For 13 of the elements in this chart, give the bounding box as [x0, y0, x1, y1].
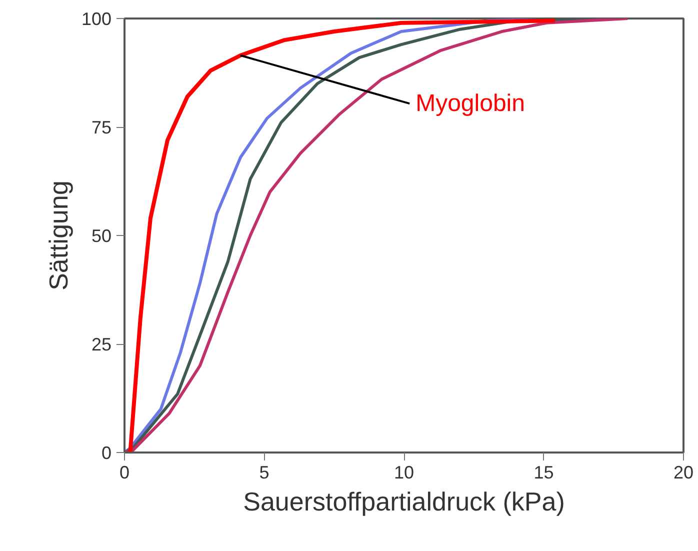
x-tick-label: 10 [394, 462, 414, 482]
annotation: Myoglobin [416, 90, 525, 118]
x-axis-title: Sauerstoffpartialdruck (kPa) [243, 486, 565, 516]
x-tick-label: 5 [259, 462, 270, 482]
y-tick-label: 100 [81, 9, 112, 29]
y-tick-label: 0 [101, 443, 112, 463]
y-tick-label: 50 [91, 226, 112, 246]
y-tick-label: 75 [91, 118, 112, 138]
y-axis-title: Sättigung [43, 180, 74, 290]
x-tick-label: 15 [534, 462, 554, 482]
x-tick-label: 0 [119, 462, 130, 482]
x-tick-label: 20 [673, 462, 694, 482]
y-tick-label: 25 [91, 334, 112, 354]
